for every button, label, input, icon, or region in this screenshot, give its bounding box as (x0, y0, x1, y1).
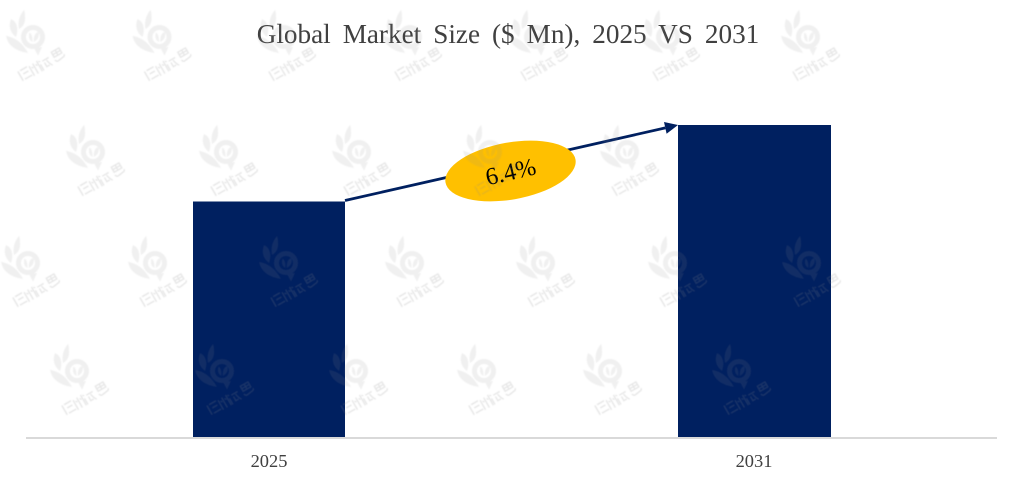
svg-text:Global Market Size ($ Mn), 202: Global Market Size ($ Mn), 2025 VS 2031 (257, 19, 760, 49)
svg-text:2031: 2031 (736, 451, 773, 471)
svg-text:2025: 2025 (251, 451, 288, 471)
